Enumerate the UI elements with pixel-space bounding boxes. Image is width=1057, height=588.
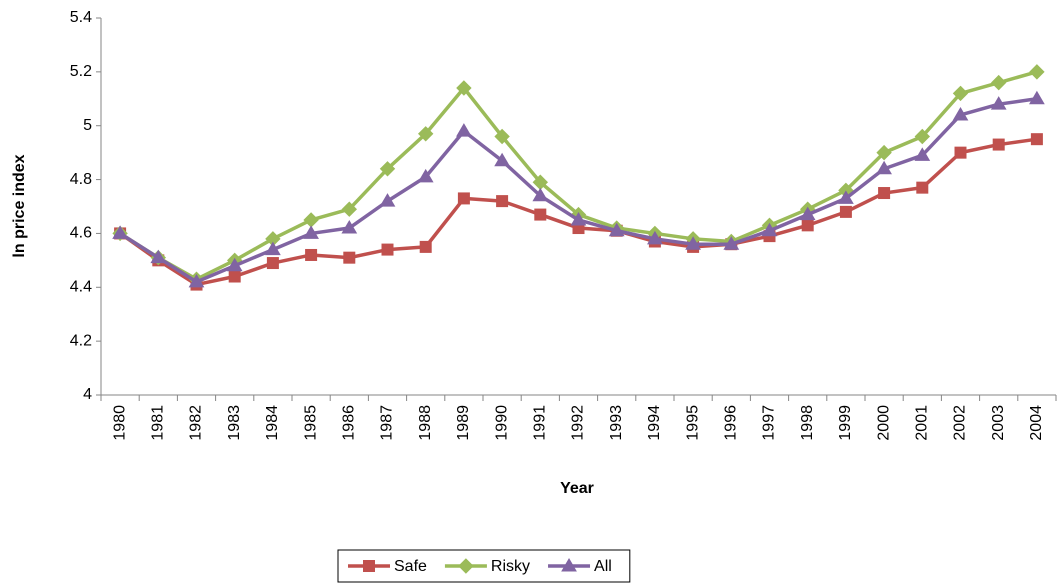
x-tick-label: 1993	[608, 405, 625, 441]
marker	[1030, 133, 1043, 146]
x-tick-label: 1985	[302, 405, 319, 441]
x-tick-label: 1983	[226, 405, 243, 441]
legend-label: Risky	[491, 558, 530, 575]
legend-marker	[561, 558, 577, 572]
marker	[150, 249, 167, 264]
marker	[570, 211, 587, 226]
marker	[456, 123, 472, 137]
marker	[419, 240, 432, 253]
marker	[799, 206, 816, 221]
x-tick-label: 1981	[150, 405, 167, 441]
marker	[417, 168, 434, 183]
y-tick-label: 4.2	[70, 332, 92, 349]
marker	[417, 126, 434, 142]
marker	[990, 96, 1007, 110]
marker	[305, 248, 318, 261]
marker	[914, 147, 931, 161]
marker	[266, 257, 279, 270]
legend-marker	[363, 560, 375, 572]
marker	[341, 220, 358, 234]
marker	[494, 152, 510, 167]
x-tick-label: 1991	[532, 405, 549, 441]
x-axis-title: Year	[560, 480, 594, 497]
marker	[343, 251, 356, 264]
x-tick-label: 2000	[875, 405, 892, 441]
x-tick-label: 2001	[914, 405, 931, 441]
marker	[303, 212, 319, 228]
marker	[952, 106, 969, 121]
marker	[532, 187, 549, 202]
marker	[952, 85, 969, 102]
x-tick-label: 2004	[1028, 405, 1045, 441]
legend-marker	[458, 558, 474, 574]
x-tick-label: 1988	[417, 405, 434, 441]
marker	[647, 230, 663, 245]
marker	[685, 236, 701, 250]
x-tick-label: 1997	[761, 405, 778, 441]
marker	[381, 243, 394, 256]
marker	[990, 74, 1007, 91]
marker	[878, 187, 891, 200]
y-tick-label: 4.4	[70, 279, 92, 296]
marker	[341, 201, 358, 217]
x-tick-label: 2003	[990, 405, 1007, 441]
marker	[839, 205, 852, 218]
marker	[379, 161, 396, 177]
marker	[876, 160, 892, 175]
marker	[303, 225, 319, 239]
marker	[916, 181, 929, 194]
marker	[534, 208, 547, 221]
marker	[226, 257, 243, 272]
series-line	[119, 70, 1038, 281]
marker	[265, 241, 281, 256]
x-tick-label: 1994	[646, 405, 663, 441]
marker	[954, 146, 967, 159]
marker	[914, 128, 931, 145]
marker	[992, 138, 1005, 151]
x-tick-label: 1984	[264, 405, 281, 441]
x-tick-label: 1995	[684, 405, 701, 441]
legend-label: All	[594, 558, 612, 575]
x-tick-label: 1990	[493, 405, 510, 441]
marker	[496, 195, 509, 208]
x-tick-label: 1980	[111, 405, 128, 441]
marker	[228, 270, 241, 283]
marker	[876, 144, 892, 161]
marker	[457, 192, 470, 205]
x-tick-label: 1989	[455, 405, 472, 441]
marker	[112, 225, 128, 239]
marker	[608, 222, 625, 237]
y-tick-label: 5.4	[70, 9, 92, 26]
x-tick-label: 1996	[723, 405, 740, 441]
x-tick-label: 1998	[799, 405, 816, 441]
x-tick-label: 1987	[379, 405, 396, 441]
y-tick-label: 5	[83, 117, 92, 134]
y-tick-label: 5.2	[70, 63, 92, 80]
marker	[761, 222, 778, 237]
legend-label: Safe	[394, 558, 427, 575]
x-tick-label: 1992	[570, 405, 587, 441]
marker	[801, 219, 814, 232]
marker	[188, 273, 205, 288]
marker	[838, 190, 854, 204]
y-tick-label: 4.6	[70, 225, 92, 242]
x-tick-label: 1986	[341, 405, 358, 441]
marker	[379, 193, 396, 207]
y-tick-label: 4	[83, 386, 92, 403]
x-tick-label: 2002	[952, 405, 969, 441]
marker	[456, 80, 472, 96]
x-tick-label: 1999	[837, 405, 854, 441]
legend: Safe Risky All	[337, 549, 631, 583]
marker	[1029, 90, 1045, 105]
marker	[494, 128, 510, 145]
marker	[723, 236, 740, 250]
marker	[1029, 64, 1045, 80]
x-tick-label: 1982	[188, 405, 205, 441]
y-tick-label: 4.8	[70, 171, 92, 188]
y-axis-title: ln price index	[11, 154, 28, 257]
